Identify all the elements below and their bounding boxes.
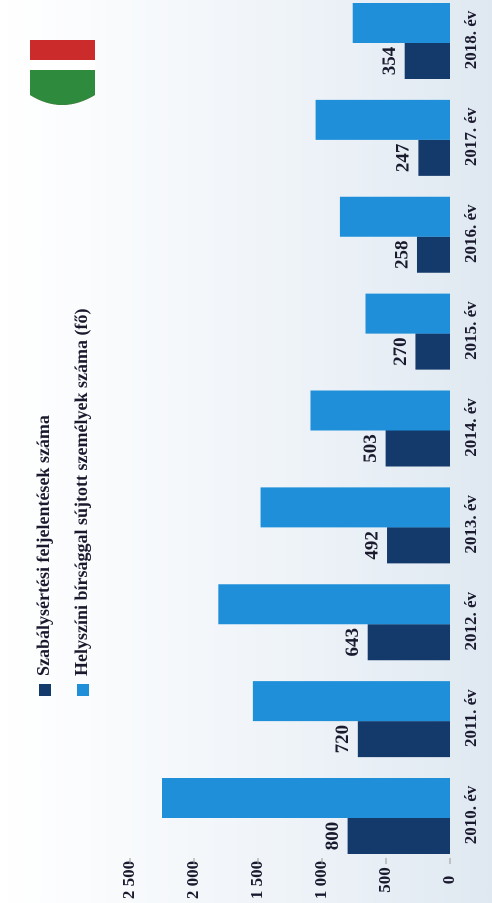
data-label: 503 xyxy=(360,434,381,463)
data-label: 492 xyxy=(361,531,382,560)
x-tick-label: 2014. év xyxy=(461,398,480,457)
data-label: 720 xyxy=(332,725,353,754)
bar xyxy=(310,390,450,431)
legend-swatch xyxy=(39,684,51,696)
data-label: 354 xyxy=(379,46,400,75)
bar xyxy=(162,778,450,818)
bar xyxy=(339,196,450,237)
bar xyxy=(365,293,450,334)
bar xyxy=(404,43,450,79)
x-tick-label: 2011. év xyxy=(461,689,480,747)
y-tick-label: 0 xyxy=(439,876,458,885)
data-label: 643 xyxy=(342,628,363,657)
data-label: 270 xyxy=(390,337,411,366)
x-tick-label: 2016. év xyxy=(461,204,480,263)
legend-label: Helyszíni bírsággal sújtott személyek sz… xyxy=(71,309,92,676)
bar xyxy=(260,487,450,528)
data-label: 258 xyxy=(391,241,412,270)
x-tick-label: 2012. év xyxy=(461,591,480,650)
y-tick-label: 2 500 xyxy=(119,861,138,899)
bar xyxy=(416,236,450,273)
bar xyxy=(418,139,450,176)
bar xyxy=(367,624,450,661)
bar xyxy=(252,681,450,722)
bar xyxy=(385,430,450,467)
bar xyxy=(357,721,450,758)
x-tick-label: 2017. év xyxy=(461,107,480,166)
logo xyxy=(30,40,95,105)
bar xyxy=(347,818,450,854)
x-tick-label: 2018. év xyxy=(461,10,480,69)
x-tick-label: 2010. év xyxy=(461,785,480,844)
x-tick-label: 2015. év xyxy=(461,301,480,360)
data-label: 800 xyxy=(322,822,343,851)
bar xyxy=(218,584,450,625)
y-tick-label: 1 500 xyxy=(247,861,266,899)
y-tick-label: 500 xyxy=(375,867,394,893)
bar xyxy=(387,527,450,564)
legend-label: Szabálysértési feljelentések száma xyxy=(33,415,53,676)
bar xyxy=(415,333,450,370)
data-label: 247 xyxy=(393,143,414,172)
x-tick-label: 2013. év xyxy=(461,495,480,554)
bar xyxy=(352,3,450,43)
y-tick-label: 1 000 xyxy=(311,861,330,899)
y-tick-label: 2 000 xyxy=(183,861,202,899)
bar xyxy=(315,99,450,140)
legend-swatch xyxy=(77,684,89,696)
